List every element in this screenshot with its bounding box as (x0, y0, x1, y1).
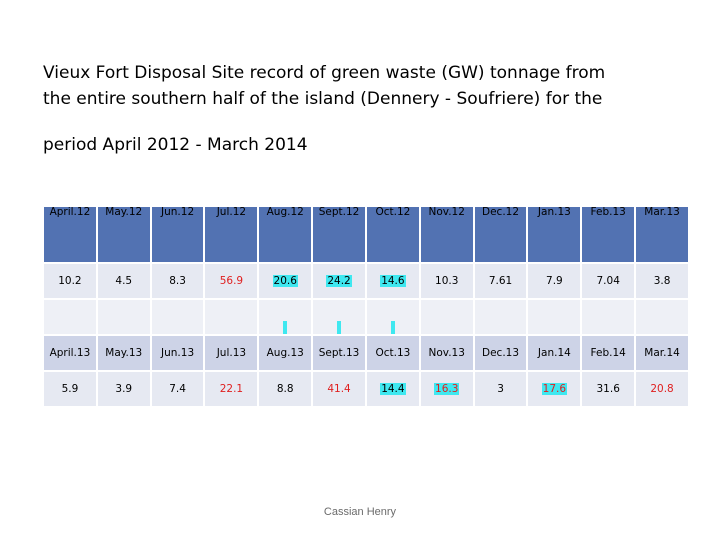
green-waste-table: April.12 May.12 Jun.12 Jul.12 Aug.12 Sep… (42, 205, 690, 408)
empty-cell (97, 300, 150, 334)
month-cell: Sept.13 (313, 336, 365, 370)
month-cell: Jun.13 (151, 336, 204, 370)
empty-cell (205, 300, 258, 334)
value-cell: 10.3 (420, 264, 473, 298)
value-cell: 14.6 (366, 264, 419, 298)
month-cell: Feb.13 (582, 207, 635, 262)
month-cell: Nov.12 (420, 207, 473, 262)
month-cell: Dec.13 (474, 336, 527, 370)
value-text-highlighted: 20.6 (272, 275, 298, 287)
author-footer: Cassian Henry (323, 506, 397, 518)
title-line-1: Vieux Fort Disposal Site record of green… (43, 63, 606, 83)
value-cell: 31.6 (582, 372, 635, 406)
month-cell: Aug.12 (259, 207, 312, 262)
empty-cell (528, 300, 581, 334)
month-cell: Feb.14 (582, 336, 635, 370)
value-cell: 22.1 (205, 372, 258, 406)
value-cell: 5.9 (44, 372, 96, 406)
value-cell: 8.3 (151, 264, 204, 298)
highlight-marker (337, 320, 342, 334)
month-cell: May.13 (97, 336, 150, 370)
table-row-values-2013-14: 5.9 3.9 7.4 22.1 8.8 41.4 14.4 16.3 3 17… (44, 372, 688, 406)
month-cell: Oct.13 (366, 336, 419, 370)
value-cell: 24.2 (313, 264, 365, 298)
value-cell: 16.3 (420, 372, 473, 406)
month-cell: May.12 (97, 207, 150, 262)
empty-cell (151, 300, 204, 334)
value-cell: 7.9 (528, 264, 581, 298)
value-cell: 20.6 (259, 264, 312, 298)
empty-cell (366, 300, 419, 334)
month-cell: Dec.12 (474, 207, 527, 262)
value-cell: 17.6 (528, 372, 581, 406)
value-text: 56.9 (219, 275, 244, 287)
month-cell: April.12 (44, 207, 96, 262)
month-cell: Mar.13 (636, 207, 688, 262)
value-cell: 10.2 (44, 264, 96, 298)
value-cell: 41.4 (313, 372, 365, 406)
table-row-months-2012-13: April.12 May.12 Jun.12 Jul.12 Aug.12 Sep… (44, 207, 688, 262)
table-row-months-2013-14: April.13 May.13 Jun.13 Jul.13 Aug.13 Sep… (44, 336, 688, 370)
value-cell: 3.8 (636, 264, 688, 298)
value-text: 20.8 (650, 383, 674, 395)
value-text-highlighted: 14.6 (380, 275, 406, 287)
empty-cell (582, 300, 635, 334)
month-cell: Jun.12 (151, 207, 204, 262)
month-cell: Jul.12 (205, 207, 258, 262)
value-cell: 3.9 (97, 372, 150, 406)
value-cell: 20.8 (636, 372, 688, 406)
table-row-values-2012-13: 10.2 4.5 8.3 56.9 20.6 24.2 14.6 10.3 7.… (44, 264, 688, 298)
highlight-marker (390, 320, 395, 334)
month-cell: Nov.13 (420, 336, 473, 370)
value-text-highlighted: 16.3 (434, 383, 460, 395)
value-cell: 4.5 (97, 264, 150, 298)
month-cell: April.13 (44, 336, 96, 370)
title-line-3: period April 2012 - March 2014 (43, 135, 308, 155)
empty-cell (420, 300, 473, 334)
month-cell: Jan.13 (528, 207, 581, 262)
value-text-highlighted: 14.4 (380, 383, 406, 395)
value-text: 22.1 (219, 383, 244, 395)
slide-title: Vieux Fort Disposal Site record of green… (43, 60, 693, 158)
empty-cell (44, 300, 96, 334)
empty-cell (636, 300, 688, 334)
month-cell: Oct.12 (366, 207, 419, 262)
value-text-highlighted: 24.2 (326, 275, 352, 287)
table-row-spacer (44, 300, 688, 334)
value-cell: 14.4 (366, 372, 419, 406)
value-cell: 7.04 (582, 264, 635, 298)
value-text: 41.4 (327, 383, 351, 395)
month-cell: Aug.13 (259, 336, 312, 370)
empty-cell (474, 300, 527, 334)
value-cell: 7.4 (151, 372, 204, 406)
title-line-2: the entire southern half of the island (… (43, 89, 603, 109)
month-cell: Sept.12 (313, 207, 365, 262)
month-cell: Jan.14 (528, 336, 581, 370)
value-cell: 7.61 (474, 264, 527, 298)
empty-cell (259, 300, 312, 334)
empty-cell (313, 300, 365, 334)
month-cell: Mar.14 (636, 336, 688, 370)
highlight-marker (283, 320, 288, 334)
value-cell: 3 (474, 372, 527, 406)
value-cell: 56.9 (205, 264, 258, 298)
value-cell: 8.8 (259, 372, 312, 406)
month-cell: Jul.13 (205, 336, 258, 370)
value-text-highlighted: 17.6 (541, 383, 568, 395)
